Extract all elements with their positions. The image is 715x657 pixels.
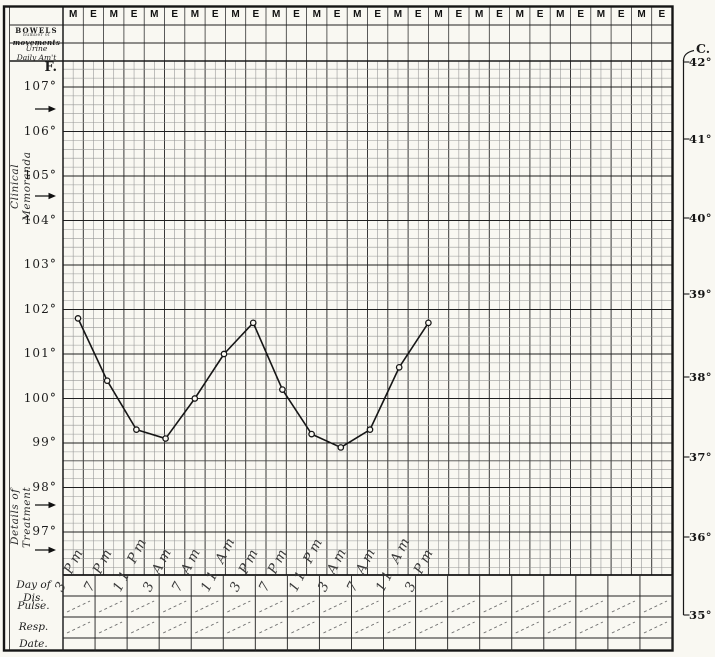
data-point bbox=[249, 319, 257, 327]
header-cell-morning: M bbox=[231, 9, 240, 20]
row-label-pulse: Pulse. bbox=[17, 600, 50, 612]
header-cell-evening: E bbox=[496, 9, 503, 20]
data-point bbox=[103, 377, 111, 385]
header-cell-evening: E bbox=[658, 9, 666, 20]
header-cell-morning: M bbox=[393, 9, 403, 20]
data-point bbox=[425, 319, 432, 327]
header-cell-morning: M bbox=[271, 9, 281, 20]
urine-row-label: Urine Daily Am't bbox=[10, 44, 63, 62]
data-point bbox=[74, 315, 82, 322]
header-cell-morning: M bbox=[353, 9, 362, 20]
fever-curve-line bbox=[77, 318, 430, 449]
fahrenheit-tick: 102° bbox=[23, 301, 57, 316]
outer-border bbox=[2, 5, 674, 652]
celsius-tick: 40° bbox=[689, 210, 712, 225]
fahrenheit-tick: 99° bbox=[32, 435, 57, 449]
fahrenheit-tick: 105° bbox=[23, 168, 57, 182]
header-cell-morning: M bbox=[68, 9, 78, 20]
header-cell-morning: M bbox=[190, 9, 200, 20]
celsius-axis bbox=[682, 49, 695, 616]
grid-lines bbox=[2, 5, 674, 652]
header-cell-evening: E bbox=[577, 9, 584, 20]
fahrenheit-axis-unit: F. bbox=[44, 60, 57, 75]
bowels-line2: number of bbox=[22, 33, 51, 38]
fahrenheit-tick: 101° bbox=[23, 346, 57, 360]
header-cell-evening: E bbox=[252, 9, 260, 20]
header-cell-morning: M bbox=[637, 9, 646, 20]
bowels-line3: movements bbox=[12, 37, 61, 47]
row-label-day-of-dis: Day of Dis. bbox=[16, 579, 51, 604]
header-cell-morning: M bbox=[556, 9, 565, 20]
header-cell-evening: E bbox=[211, 9, 219, 20]
header-cell-evening: E bbox=[293, 9, 300, 20]
bowels-row-label: BOWELS number of movements bbox=[10, 25, 63, 47]
header-cell-evening: E bbox=[374, 9, 381, 20]
data-point bbox=[220, 350, 228, 358]
fahrenheit-tick: 104° bbox=[23, 212, 57, 227]
celsius-tick: 37° bbox=[689, 449, 712, 464]
fahrenheit-tick: 98° bbox=[32, 479, 57, 494]
celsius-axis-hook bbox=[682, 49, 695, 62]
data-point bbox=[337, 444, 345, 451]
data-point bbox=[279, 386, 286, 393]
arrow-icon bbox=[35, 192, 56, 200]
fahrenheit-tick: 100° bbox=[23, 390, 57, 405]
row-label-date: Date. bbox=[19, 638, 48, 650]
fahrenheit-tick: 107° bbox=[23, 79, 57, 93]
header-cell-evening: E bbox=[536, 9, 544, 20]
header-cell-evening: E bbox=[617, 9, 625, 20]
header-cell-evening: E bbox=[414, 9, 422, 20]
header-cell-evening: E bbox=[455, 9, 463, 20]
header-cell-evening: E bbox=[90, 9, 97, 20]
header-cell-morning: M bbox=[109, 9, 118, 20]
fahrenheit-tick: 103° bbox=[23, 257, 57, 271]
header-cell-morning: M bbox=[312, 9, 321, 20]
row-label-resp: Resp. bbox=[18, 621, 49, 633]
fahrenheit-tick: 97° bbox=[32, 524, 57, 538]
header-cell-morning: M bbox=[596, 9, 606, 20]
header-cell-evening: E bbox=[130, 9, 138, 20]
celsius-tick: 41° bbox=[689, 131, 712, 146]
celsius-tick: 42° bbox=[689, 54, 712, 69]
data-point bbox=[133, 426, 140, 433]
arrow-icon bbox=[35, 501, 56, 509]
fever-curve bbox=[74, 315, 432, 451]
fahrenheit-tick: 106° bbox=[23, 123, 57, 138]
bottom-rows-grid bbox=[62, 574, 673, 651]
data-point bbox=[308, 430, 315, 438]
urine-line2: Daily Am't bbox=[16, 52, 57, 62]
header-cell-evening: E bbox=[333, 9, 341, 20]
header-cell-morning: M bbox=[474, 9, 484, 20]
celsius-tick: 38° bbox=[689, 369, 712, 384]
data-point bbox=[162, 435, 169, 442]
data-point bbox=[191, 395, 199, 402]
arrow-icon bbox=[35, 546, 56, 554]
celsius-tick: 39° bbox=[689, 286, 712, 301]
celsius-tick: 35° bbox=[689, 607, 712, 622]
data-point bbox=[366, 426, 374, 433]
bowels-line1: BOWELS bbox=[15, 26, 58, 35]
ditto-marks bbox=[66, 600, 668, 634]
header-cell-morning: M bbox=[515, 9, 524, 20]
data-point bbox=[395, 363, 403, 371]
urine-line1: Urine bbox=[25, 44, 48, 53]
details-of-treatment-label: Details of Treatment bbox=[9, 486, 33, 548]
celsius-tick: 36° bbox=[689, 529, 712, 544]
header-cell-evening: E bbox=[171, 9, 178, 20]
header-cell-morning: M bbox=[434, 9, 443, 20]
header-cell-morning: M bbox=[150, 9, 159, 20]
celsius-axis-unit: C. bbox=[696, 41, 711, 56]
arrow-icon bbox=[35, 105, 56, 113]
